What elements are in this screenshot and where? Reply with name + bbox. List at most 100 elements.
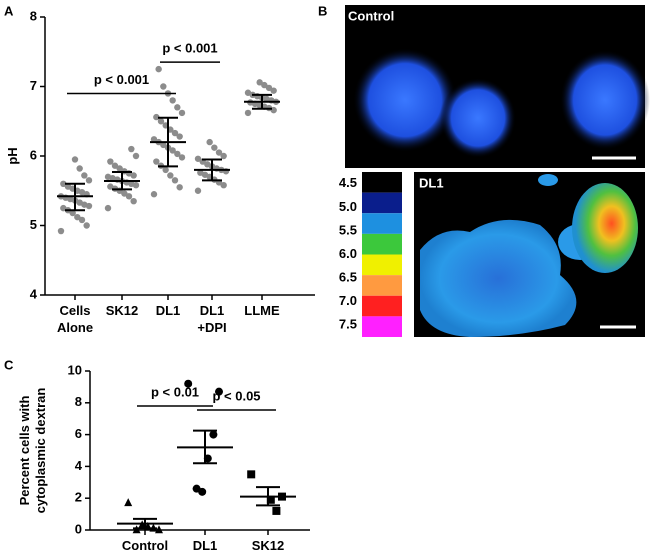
data-point — [150, 191, 158, 198]
x-tick-label: SK12 — [252, 538, 285, 553]
data-point — [192, 484, 201, 493]
data-point — [178, 109, 186, 117]
data-point — [76, 165, 83, 172]
colorbar-label: 5.5 — [339, 222, 357, 237]
data-point — [81, 172, 88, 179]
data-point — [171, 177, 179, 184]
data-point — [153, 113, 160, 121]
x-tick-label-line: SK12 — [106, 303, 139, 318]
data-point — [83, 222, 90, 229]
data-point — [204, 161, 211, 168]
data-point — [244, 89, 252, 96]
x-tick-label: DL1 — [156, 303, 181, 318]
x-tick-label-line: +DPI — [197, 320, 226, 335]
colorbar-swatch — [362, 172, 402, 193]
data-point — [60, 180, 67, 187]
y-tick-label: 6 — [75, 426, 82, 441]
data-point — [104, 173, 112, 181]
colorbar: 4.5 5.0 5.5 6.0 6.5 7.0 7.5 — [339, 172, 402, 337]
x-tick-label-line: SK12 — [252, 538, 285, 553]
y-axis-label-line: cytoplasmic dextran — [33, 388, 48, 514]
data-point — [211, 144, 218, 151]
y-tick-label: 6 — [30, 147, 37, 162]
data-point — [160, 83, 167, 90]
data-point — [194, 155, 202, 162]
x-tick-label-line: DL1 — [156, 303, 181, 318]
data-point — [209, 430, 218, 439]
panel-label: C — [4, 357, 14, 372]
data-point — [220, 152, 227, 160]
data-point — [176, 184, 183, 191]
x-tick-label: DL1 — [193, 538, 218, 553]
x-tick-label-line: DL1 — [200, 303, 225, 318]
data-point — [150, 136, 158, 143]
data-point — [111, 162, 119, 169]
x-tick-label-line: Alone — [57, 320, 93, 335]
data-point — [104, 204, 112, 212]
data-point — [171, 129, 179, 137]
data-point — [178, 154, 186, 161]
significance-label: p < 0.05 — [212, 388, 260, 403]
y-axis-label: pH — [5, 147, 20, 164]
micrograph-dl1: DL1 — [414, 172, 645, 337]
y-tick-label: 2 — [75, 490, 82, 505]
data-point — [64, 183, 72, 190]
colorbar-swatch — [362, 316, 402, 337]
colorbar-swatch — [362, 233, 402, 255]
significance-label: p < 0.001 — [94, 72, 149, 87]
data-point — [121, 190, 128, 197]
data-point — [74, 213, 81, 221]
x-tick-label: Cells Alone — [57, 303, 93, 335]
y-axis-label-line: Percent cells with — [17, 396, 32, 506]
y-tick-label: 8 — [75, 394, 82, 409]
data-point — [107, 158, 114, 165]
colorbar-label: 6.5 — [339, 270, 357, 285]
y-tick-label: 4 — [75, 458, 83, 473]
x-tick-label-line: Control — [122, 538, 168, 553]
data-point — [157, 118, 165, 125]
data-point — [174, 150, 181, 158]
y-tick-label: 5 — [30, 217, 37, 232]
data-point — [153, 158, 160, 165]
data-point — [85, 177, 93, 184]
data-point — [71, 156, 79, 163]
data-point — [247, 470, 256, 479]
data-point — [124, 498, 133, 507]
data-point — [197, 169, 204, 176]
panel-label: A — [4, 3, 14, 18]
data-point — [184, 379, 193, 388]
image-label: DL1 — [419, 175, 444, 190]
data-point — [169, 147, 176, 154]
data-point — [206, 138, 213, 146]
data-point — [256, 79, 263, 86]
panel-label: B — [318, 3, 327, 18]
data-point — [155, 65, 162, 73]
colorbar-label: 7.5 — [339, 317, 357, 332]
y-tick-label: 10 — [68, 362, 82, 377]
significance-label: p < 0.001 — [162, 41, 217, 56]
data-point — [194, 187, 202, 194]
data-point — [261, 81, 268, 89]
data-point — [176, 133, 183, 140]
colorbar-swatch — [362, 192, 402, 214]
colorbar-swatch — [362, 254, 402, 276]
y-axis-label-line: pH — [5, 147, 20, 164]
data-point — [244, 109, 252, 117]
colorbar-label: 7.0 — [339, 293, 357, 308]
charts: 4 5 6 7 8 pH Cells Alone SK12 DL1 DL1 +DPI LLME p < 0… — [5, 8, 315, 553]
data-point — [107, 183, 114, 190]
y-axis-label: Percent cells withcytoplasmic dextran — [17, 388, 48, 514]
data-point — [215, 149, 223, 156]
x-tick-label: SK12 — [106, 303, 139, 318]
data-point — [220, 181, 227, 189]
y-tick-label: 4 — [30, 286, 38, 301]
data-point — [169, 97, 176, 104]
data-point — [265, 84, 273, 92]
significance-label: p < 0.01 — [151, 384, 199, 399]
micrograph-control: Control — [345, 5, 650, 168]
data-point — [167, 172, 174, 179]
data-point — [174, 104, 181, 111]
data-point — [69, 209, 76, 217]
y-tick-label: 7 — [30, 78, 37, 93]
